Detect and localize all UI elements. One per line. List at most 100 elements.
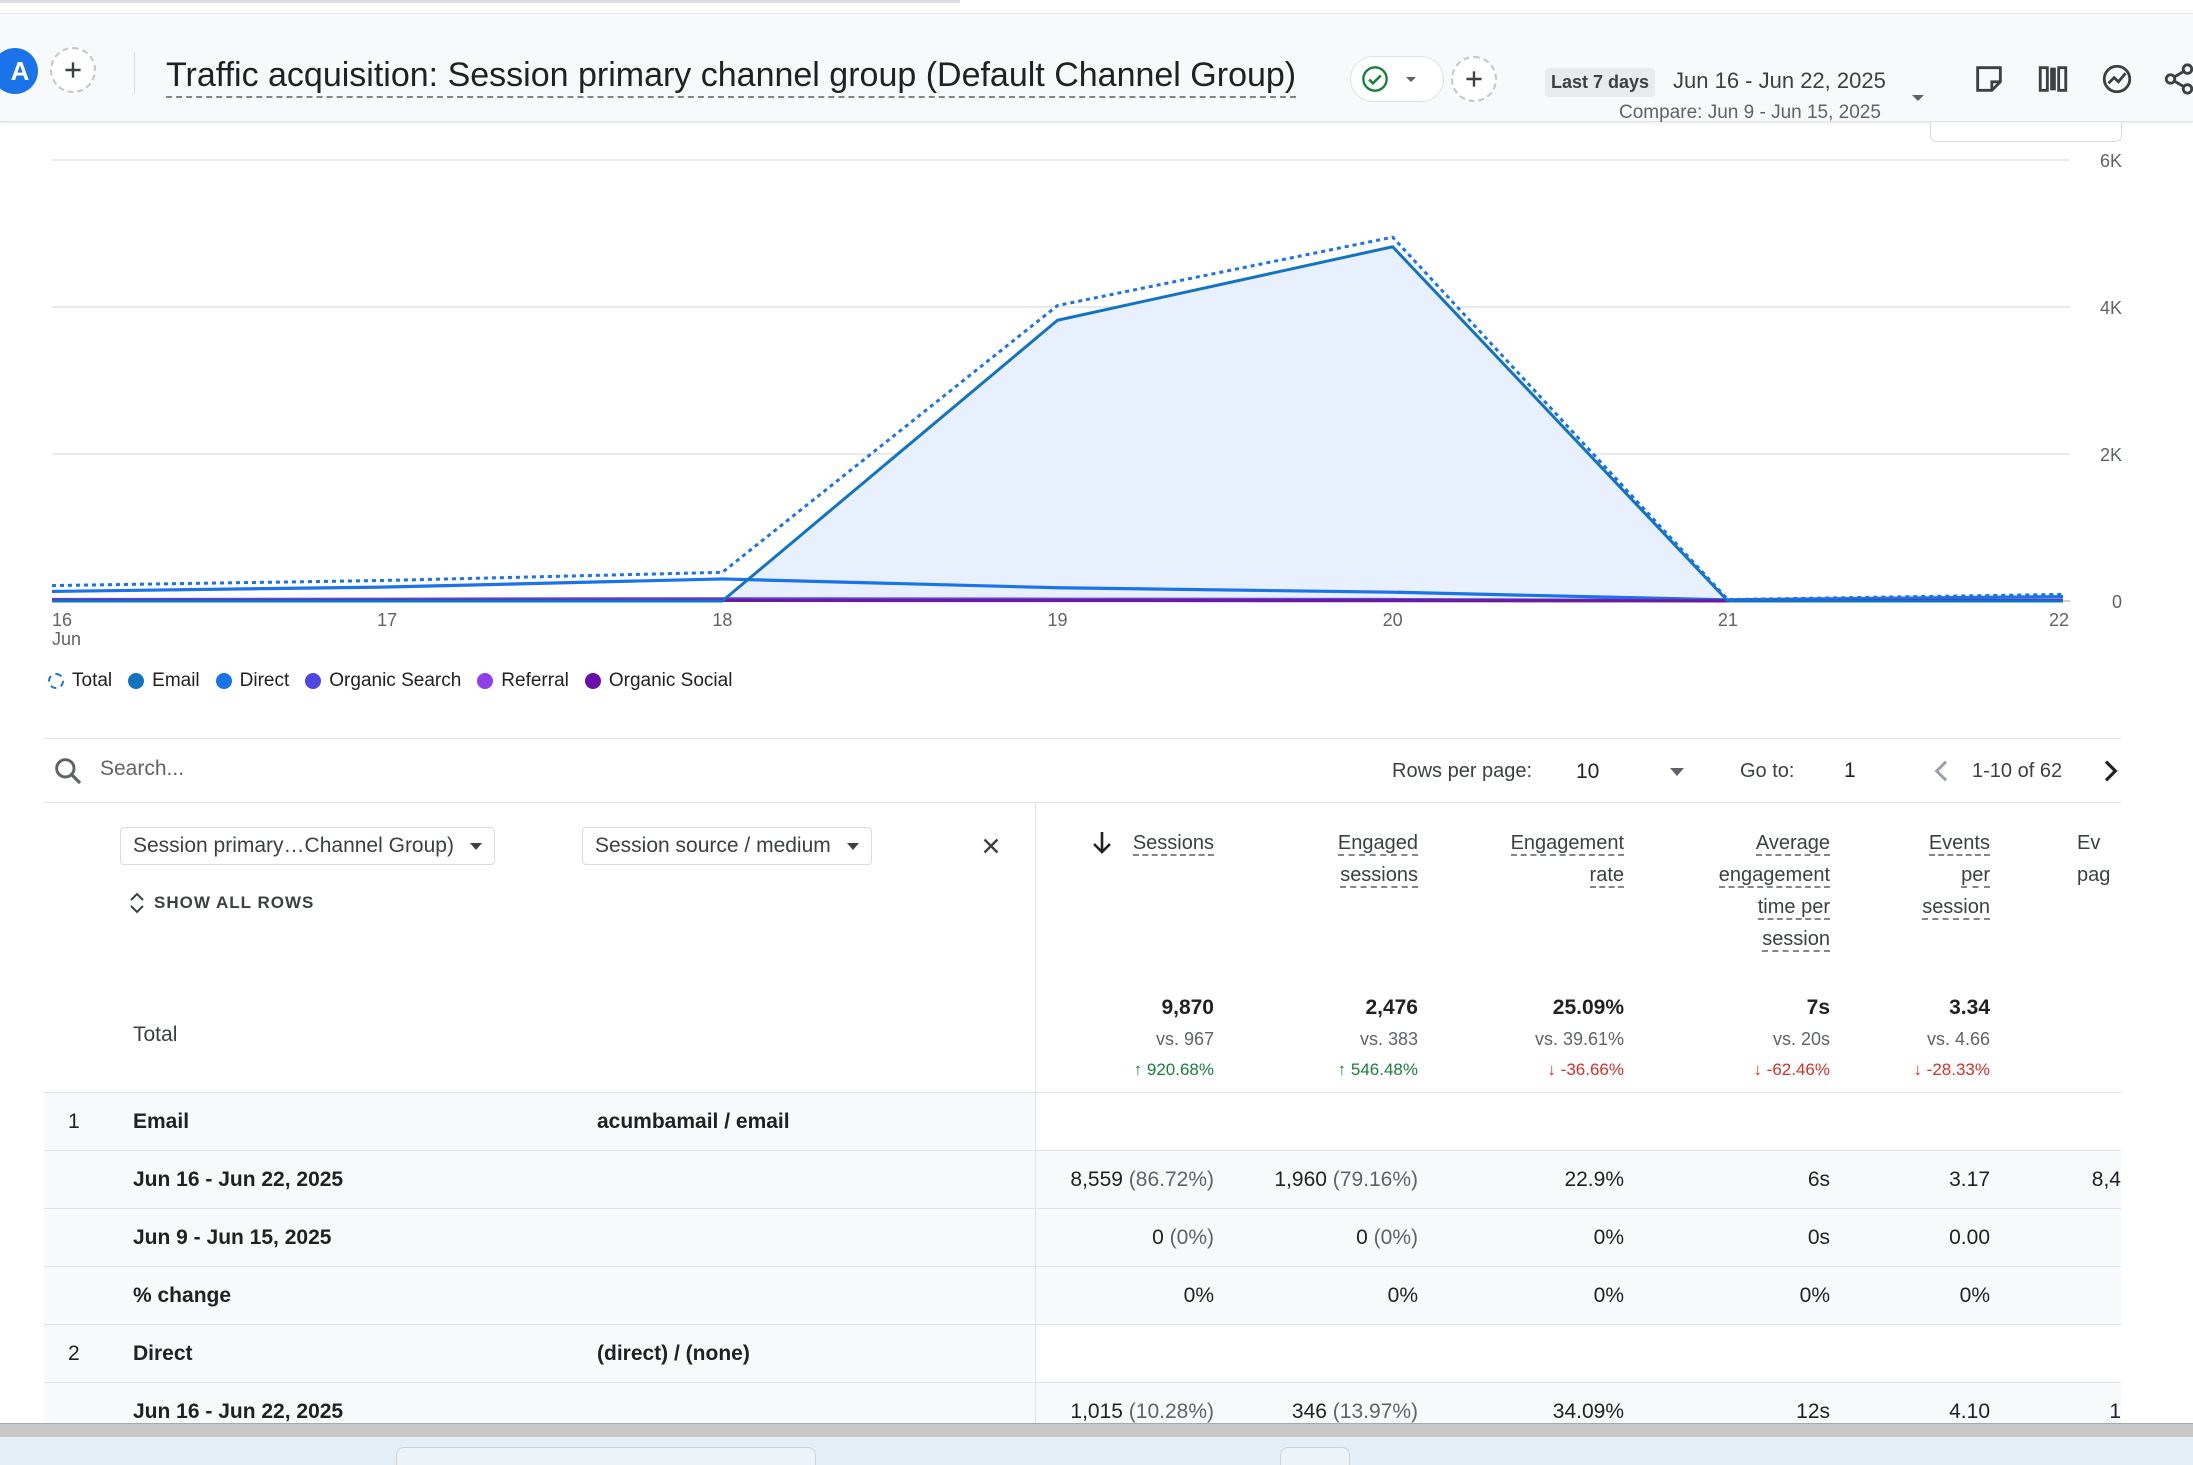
chevron-down-icon (846, 842, 859, 850)
total-comparison: vs. 39.61% (1534, 1029, 1624, 1049)
row-metric-value: 0 (0%) (1218, 1226, 1418, 1250)
plus-icon (1466, 71, 1482, 87)
metric-header-line: Ev (2077, 832, 2101, 854)
goto-input[interactable]: 1 (1844, 759, 1856, 782)
pagination-text: 1-10 of 62 (1972, 760, 2063, 782)
total-comparison: vs. 967 (1155, 1029, 1214, 1049)
row-channel[interactable]: Direct (133, 1342, 193, 1365)
metric-header[interactable]: Ev pag (2077, 827, 2110, 891)
secondary-dimension-select[interactable]: Session source / medium (582, 827, 872, 865)
metric-header[interactable]: Engaged sessions (1337, 827, 1418, 891)
metric-header[interactable]: Engagement rate (1510, 827, 1624, 891)
rows-per-page-select[interactable]: 10 (1576, 756, 1686, 788)
row-rank: 2 (68, 1342, 80, 1365)
show-all-rows-label: SHOW ALL ROWS (154, 893, 315, 912)
legend-item[interactable]: Direct (215, 670, 289, 692)
search-input[interactable] (100, 757, 800, 781)
primary-dimension-select[interactable]: Session primary…Channel Group) (120, 827, 495, 865)
email-area-fill (52, 246, 2063, 601)
metric-header[interactable]: Average engagement time per session (1718, 827, 1830, 955)
metric-header[interactable]: Events per session (1922, 827, 1990, 923)
sort-descending-icon[interactable] (1090, 829, 1114, 857)
metric-value: 0s (1807, 1226, 1830, 1249)
previous-page-icon[interactable] (1926, 755, 1958, 787)
metric-header[interactable]: Sessions (1132, 827, 1214, 859)
metric-header-line: Average (1755, 832, 1830, 856)
table-row-group[interactable]: 1 Email acumbamail / email (44, 1093, 2121, 1151)
metric-header-line: session (1762, 928, 1830, 952)
row-metric-value: 8,559 (86.72%) (1014, 1168, 1214, 1192)
legend-item[interactable]: Total (48, 670, 112, 692)
next-page-icon[interactable] (2094, 755, 2121, 787)
metric-value: 12s (1796, 1400, 1830, 1423)
table-row[interactable]: Jun 16 - Jun 22, 2025 1,015 (10.28%) 346 (… (44, 1383, 2121, 1423)
metric-value: 0% (1183, 1284, 1214, 1307)
table-row-group[interactable]: 2 Direct (direct) / (none) (44, 1325, 2121, 1383)
row-source-medium[interactable]: acumbamail / email (597, 1110, 790, 1133)
metric-value: 22.9% (1564, 1168, 1624, 1191)
legend-swatch (128, 673, 145, 689)
legend-item[interactable]: Organic Search (305, 670, 461, 692)
row-period-label: Jun 16 - Jun 22, 2025 (133, 1168, 344, 1191)
show-all-rows-button[interactable]: SHOW ALL ROWS (128, 891, 314, 915)
report-title[interactable]: Traffic acquisition: Session primary cha… (166, 54, 1297, 98)
row-source-medium[interactable]: (direct) / (none) (597, 1342, 750, 1365)
share-button[interactable] (2160, 60, 2193, 98)
legend-item[interactable]: Email (128, 670, 200, 692)
row-metric-value: 0% (1790, 1284, 1990, 1308)
taskbar-item[interactable] (396, 1447, 816, 1465)
add-report-button[interactable] (1451, 56, 1497, 102)
row-metric-value: 0% (1424, 1226, 1624, 1250)
total-cell: 7s vs. 20s ↓ -62.46% (1630, 993, 1830, 1085)
metric-value: 0% (1959, 1284, 1990, 1307)
chart-legend: Total Email Direct Organic Search Referral Or… (48, 670, 748, 692)
line-chart: 6K 4K 2K 0 16 17 18 19 20 21 22 Jun (51, 151, 2122, 649)
table-row[interactable]: % change 0% 0% 0% 0% 0% (44, 1267, 2121, 1325)
row-metric-value: 3.17 (1790, 1168, 1990, 1192)
total-value: 25.09% (1552, 996, 1624, 1019)
row-metric-value: 1,015 (10.28%) (1014, 1400, 1214, 1423)
row-channel[interactable]: Email (133, 1110, 190, 1133)
taskbar-item[interactable] (1280, 1447, 1350, 1465)
check-circle-icon (1362, 66, 1388, 92)
legend-item[interactable]: Organic Social (584, 670, 733, 692)
metric-value: 0.00 (1949, 1226, 1990, 1249)
insights-button[interactable] (2098, 60, 2136, 98)
row-metric-value: 4.10 (1790, 1400, 1990, 1423)
metric-value: 3.17 (1949, 1168, 1990, 1191)
metric-value: 8,4 (2091, 1168, 2121, 1191)
metric-header-line: session (1922, 896, 1990, 920)
date-dropdown-icon[interactable] (1910, 92, 1926, 104)
total-value: 9,870 (1161, 996, 1214, 1019)
legend-label: Referral (501, 670, 569, 691)
row-metric-value: 22.9% (1424, 1168, 1624, 1192)
x-tick-label: 19 (1047, 610, 1067, 630)
date-range-picker[interactable]: Last 7 days Jun 16 - Jun 22, 2025 Compar… (1545, 58, 1915, 134)
total-value: 2,476 (1365, 996, 1418, 1019)
total-comparison: vs. 4.66 (1926, 1029, 1990, 1049)
table-row[interactable]: Jun 16 - Jun 22, 2025 8,559 (86.72%) 1,960… (44, 1151, 2121, 1209)
edit-note-icon (1976, 66, 2002, 92)
customize-report-button[interactable] (2034, 60, 2072, 98)
total-change: ↑ 546.48% (1337, 1060, 1418, 1079)
total-cell: 2,476 vs. 383 ↑ 546.48% (1218, 993, 1418, 1085)
remove-dimension-icon[interactable] (978, 833, 1004, 859)
total-comparison: vs. 20s (1772, 1029, 1830, 1049)
legend-label: Organic Social (608, 670, 733, 691)
report-status-dropdown[interactable] (1350, 56, 1444, 102)
edit-note-button[interactable] (1970, 60, 2008, 98)
metric-value: 0% (1799, 1284, 1830, 1307)
metric-header-line: Engaged (1337, 832, 1418, 856)
account-avatar[interactable]: A (0, 48, 38, 94)
row-metric-value: 0.00 (1790, 1226, 1990, 1250)
table-row[interactable]: Jun 9 - Jun 15, 2025 0 (0%) 0 (0%) 0% 0s 0.00 (44, 1209, 2121, 1267)
add-comparison-button[interactable] (50, 47, 96, 93)
metric-header-line: engagement (1718, 864, 1830, 888)
horizontal-scrollbar[interactable] (0, 1423, 2193, 1437)
legend-item[interactable]: Referral (477, 670, 569, 692)
chart-options-button[interactable] (1930, 122, 2122, 142)
legend-swatch (584, 673, 601, 689)
plus-icon (65, 62, 81, 78)
table-toolbar: Rows per page: 10 Go to: 1 1-10 of 62 (44, 739, 2121, 803)
metric-header-line: pag (2077, 864, 2111, 886)
